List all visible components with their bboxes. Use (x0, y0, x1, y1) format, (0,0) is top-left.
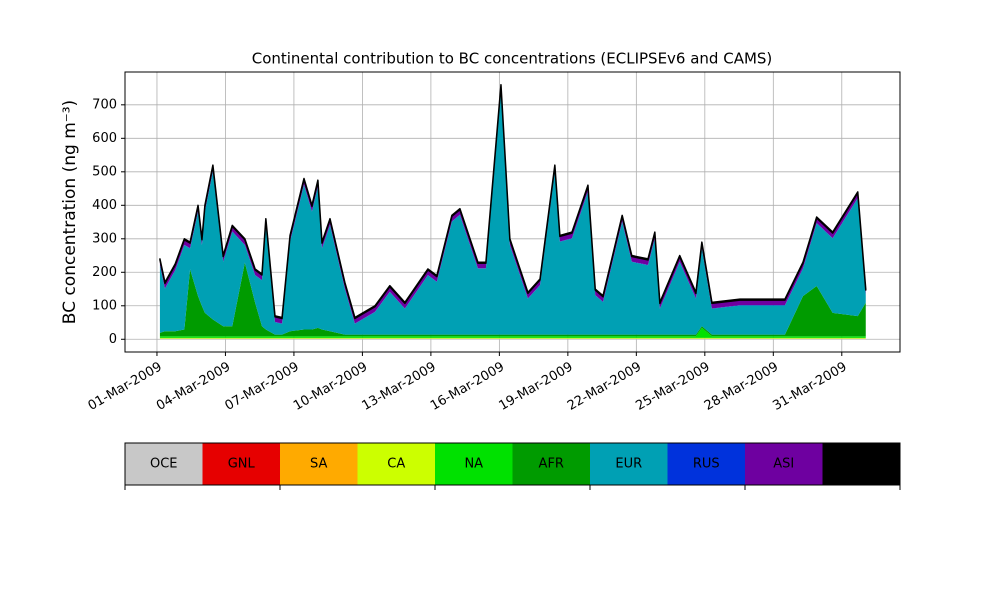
area (159, 91, 866, 335)
legend-swatch (822, 443, 900, 485)
x-tick-label: 28-Mar-2009 (702, 360, 781, 414)
legend-swatch (590, 443, 668, 485)
x-tick-label: 10-Mar-2009 (291, 360, 370, 414)
legend-label: NA (464, 457, 483, 472)
legend-swatch (280, 443, 358, 485)
x-tick-label: 22-Mar-2009 (565, 360, 644, 414)
x-tick-label: 13-Mar-2009 (360, 360, 439, 414)
legend-label: OCE (150, 457, 178, 472)
legend-label: EUR (615, 457, 642, 472)
legend-swatch (667, 443, 745, 485)
x-tick-label: 04-Mar-2009 (154, 360, 233, 414)
x-tick-label: 16-Mar-2009 (428, 360, 507, 414)
x-tick-label: 25-Mar-2009 (633, 360, 712, 414)
x-tick-label: 31-Mar-2009 (770, 360, 849, 414)
area (159, 262, 866, 337)
y-tick-label: 700 (92, 97, 117, 112)
x-tick-label: 19-Mar-2009 (496, 360, 575, 414)
y-axis-label: BC concentration (ng m⁻³) (60, 100, 80, 324)
legend-label: GNL (228, 457, 256, 472)
x-tick-label: 01-Mar-2009 (86, 360, 165, 414)
y-tick-label: 300 (92, 231, 117, 246)
plot-frame (124, 71, 901, 353)
legend-swatch (125, 443, 203, 485)
legend-label: AUS (848, 457, 875, 472)
y-tick-label: 200 (92, 265, 117, 280)
legend-swatch (745, 443, 823, 485)
legend-label: ASI (773, 457, 794, 472)
y-tick-label: 400 (92, 198, 117, 213)
legend-label: SA (310, 457, 327, 472)
y-tick-label: 0 (109, 332, 117, 347)
legend-swatch (512, 443, 590, 485)
area (159, 83, 867, 320)
y-tick-label: 600 (92, 131, 117, 146)
x-tick-label: 07-Mar-2009 (223, 360, 302, 414)
legend-swatch (357, 443, 435, 485)
y-tick-label: 100 (92, 298, 117, 313)
legend-swatch (202, 443, 280, 485)
legend-label: AFR (539, 457, 564, 472)
area (159, 327, 866, 338)
legend-frame (124, 442, 901, 486)
legend-swatch (435, 443, 513, 485)
legend-label: CA (387, 457, 405, 472)
area (159, 337, 866, 339)
area (159, 338, 866, 340)
chart-title: Continental contribution to BC concentra… (252, 50, 773, 68)
y-tick-label: 500 (92, 164, 117, 179)
legend-label: RUS (693, 457, 720, 472)
